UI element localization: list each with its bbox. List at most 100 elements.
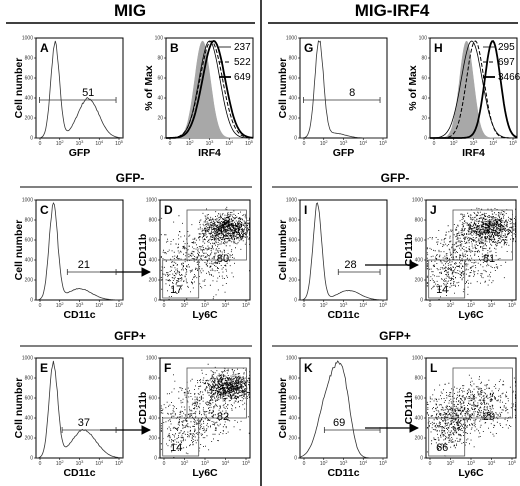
y-tick-label: 200 [149, 278, 158, 284]
y-axis-title: CD11b [137, 392, 149, 425]
y-tick-label: 800 [25, 376, 34, 382]
y-axis-title: Cell number [277, 378, 289, 439]
panel-l-dot-cloud [426, 374, 516, 457]
header-mig: MIG [114, 1, 146, 20]
y-tick-label: 600 [415, 238, 424, 244]
x-tick-label: 105 [509, 139, 518, 147]
x-tick-label: 104 [95, 301, 104, 309]
panel-j: 0 102 103 104 105 0 200 400 600 800 1000 81 14 J Ly6C C… [403, 198, 517, 322]
y-tick-label: 80 [157, 56, 163, 62]
gate-value: 8 [349, 87, 355, 99]
x-tick-label: 0 [303, 141, 306, 147]
x-tick-label: 105 [242, 301, 251, 309]
panel-f: 0 102 103 104 105 0 200 400 600 800 1000 82 14 F Ly6C C… [137, 356, 251, 480]
y-tick-label: 800 [289, 56, 298, 62]
y-tick-label: 600 [25, 238, 34, 244]
y-tick-label: 800 [415, 376, 424, 382]
panel-f-dot-cloud [160, 363, 250, 458]
x-tick-label: 0 [39, 141, 42, 147]
y-axis-title: % of Max [143, 65, 155, 111]
x-tick-label: 0 [163, 461, 166, 467]
y-tick-label: 0 [160, 136, 163, 142]
y-tick-label: 200 [289, 436, 298, 442]
legend-entry: 649 [234, 72, 251, 83]
y-tick-label: 0 [294, 298, 297, 304]
gate-box-low [162, 417, 200, 457]
panel-letter: H [434, 41, 443, 55]
x-axis-title: GFP [69, 147, 91, 159]
panel-d-events [160, 206, 250, 300]
x-tick-label: 104 [489, 139, 498, 147]
panel-a-histogram [36, 40, 123, 139]
x-tick-label: 103 [206, 139, 215, 147]
y-tick-label: 200 [149, 436, 158, 442]
y-tick-label: 0 [420, 456, 423, 462]
y-tick-label: 400 [25, 416, 34, 422]
x-axis-title: IRF4 [462, 147, 485, 159]
y-tick-label: 800 [25, 218, 34, 224]
y-tick-label: 600 [149, 396, 158, 402]
y-tick-label: 40 [157, 96, 163, 102]
y-tick-label: 800 [289, 376, 298, 382]
x-tick-label: 105 [115, 139, 124, 147]
y-tick-label: 400 [289, 96, 298, 102]
panel-letter: A [40, 41, 49, 55]
y-tick-label: 0 [294, 456, 297, 462]
panel-g-histogram [300, 40, 387, 139]
gate-value-low: 14 [170, 442, 182, 454]
y-tick-label: 1000 [22, 198, 33, 204]
y-axis-title: CD11b [403, 392, 415, 425]
x-tick-label: 103 [340, 459, 349, 467]
x-tick-label: 102 [181, 459, 190, 467]
x-tick-label: 103 [76, 301, 85, 309]
subheader-left-gfp-pos: GFP+ [114, 329, 146, 343]
y-tick-label: 1000 [412, 356, 423, 362]
y-tick-label: 60 [421, 76, 427, 82]
x-tick-label: 104 [488, 459, 497, 467]
x-tick-label: 105 [245, 139, 254, 147]
panel-b-isotype-shade [166, 40, 253, 139]
x-tick-label: 102 [447, 301, 456, 309]
panel-e-histogram [35, 360, 123, 459]
y-tick-label: 400 [25, 96, 34, 102]
y-tick-label: 200 [289, 278, 298, 284]
x-tick-label: 104 [225, 139, 234, 147]
y-tick-label: 200 [415, 436, 424, 442]
legend-entry: 3466 [498, 72, 520, 83]
x-tick-label: 103 [340, 301, 349, 309]
x-axis-title: Ly6C [192, 467, 218, 479]
panel-l: 0 102 103 104 105 0 200 400 600 800 1000 29 66 L Ly6C C… [403, 356, 517, 480]
panel-c-frame [35, 199, 124, 301]
y-tick-label: 0 [294, 136, 297, 142]
x-tick-label: 104 [222, 459, 231, 467]
x-axis-title: CD11c [63, 309, 95, 321]
x-axis-title: Ly6C [458, 467, 484, 479]
y-tick-label: 40 [421, 96, 427, 102]
y-tick-label: 600 [289, 396, 298, 402]
gate-box-low [162, 259, 200, 299]
panel-i-histogram [299, 202, 387, 301]
panel-b-series-b [166, 40, 254, 139]
y-tick-label: 0 [154, 298, 157, 304]
y-tick-label: 800 [25, 56, 34, 62]
x-tick-label: 104 [95, 459, 104, 467]
gate-value-high: 80 [217, 253, 229, 265]
subheader-left-gfp-neg: GFP- [116, 171, 145, 185]
y-tick-label: 200 [25, 436, 34, 442]
panel-h-series-c [430, 40, 518, 139]
x-axis-title: CD11c [327, 309, 359, 321]
gate-value-high: 29 [483, 411, 495, 423]
panel-letter: D [164, 203, 173, 217]
panel-letter: L [430, 361, 437, 375]
x-axis-title: Ly6C [192, 309, 218, 321]
x-tick-label: 103 [467, 301, 476, 309]
x-tick-label: 102 [56, 139, 65, 147]
x-tick-label: 105 [115, 459, 124, 467]
x-tick-label: 104 [488, 301, 497, 309]
y-tick-label: 200 [25, 278, 34, 284]
x-tick-label: 103 [201, 459, 210, 467]
y-tick-label: 400 [25, 258, 34, 264]
y-axis-title: Cell number [13, 378, 25, 439]
panel-letter: K [304, 361, 313, 375]
y-tick-label: 0 [30, 136, 33, 142]
